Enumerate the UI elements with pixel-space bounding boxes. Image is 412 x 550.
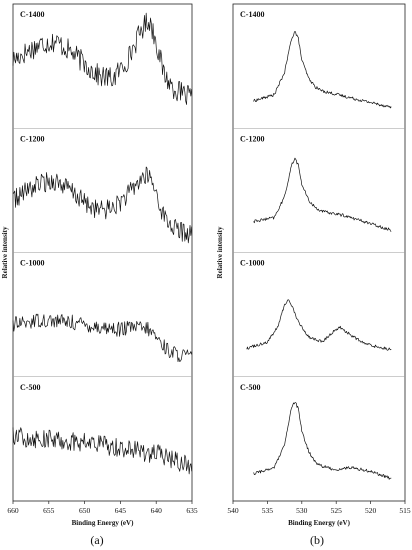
series-line-b-3 xyxy=(253,402,392,480)
panel-label-b-0: C-1400 xyxy=(240,10,264,19)
panel-label-a-1: C-1200 xyxy=(20,134,44,143)
panel-label-b-2: C-1000 xyxy=(240,259,264,268)
chart-b-group: C-1400 C-1200 C-1000 C-500 540 535 530 525 520 51… xyxy=(216,3,411,527)
panel-label-a-0: C-1400 xyxy=(20,10,44,19)
chart-a-group: C-1400 C-1200 C-1000 C-500 660 655 650 645 640 63… xyxy=(1,3,198,527)
series-line-b-0 xyxy=(253,30,392,109)
x-tick-label-a-3: 645 xyxy=(115,506,127,515)
x-tick-label-b-5: 515 xyxy=(399,506,411,515)
x-tick-label-a-0: 660 xyxy=(7,506,19,515)
x-tick-label-b-4: 520 xyxy=(365,506,377,515)
x-tick-label-b-0: 540 xyxy=(227,506,239,515)
series-line-a-1 xyxy=(12,166,193,244)
ylabel-a: Relative intensity xyxy=(1,226,9,278)
series-line-a-2 xyxy=(12,313,193,362)
ylabel-b: Relative intensity xyxy=(216,226,224,278)
x-tick-label-b-2: 530 xyxy=(296,506,308,515)
panel-label-b-1: C-1200 xyxy=(240,134,264,143)
series-line-b-1 xyxy=(253,157,392,232)
x-tick-label-a-1: 655 xyxy=(43,506,55,515)
panel-label-b-3: C-500 xyxy=(240,383,260,392)
caption-b: (b) xyxy=(310,533,324,547)
series-line-a-0 xyxy=(12,12,193,105)
x-tick-label-a-4: 640 xyxy=(151,506,163,515)
panel-label-a-3: C-500 xyxy=(20,383,40,392)
caption-a: (a) xyxy=(90,533,103,547)
x-tick-label-b-3: 525 xyxy=(331,506,343,515)
xlabel-a: Binding Energy (eV) xyxy=(72,519,135,527)
xlabel-b: Binding Energy (eV) xyxy=(288,519,351,527)
x-tick-label-a-5: 635 xyxy=(186,506,198,515)
x-tick-label-b-1: 535 xyxy=(262,506,274,515)
panel-label-a-2: C-1000 xyxy=(20,259,44,268)
series-line-b-2 xyxy=(246,299,392,351)
x-tick-label-a-2: 650 xyxy=(79,506,91,515)
series-line-a-3 xyxy=(12,427,193,475)
